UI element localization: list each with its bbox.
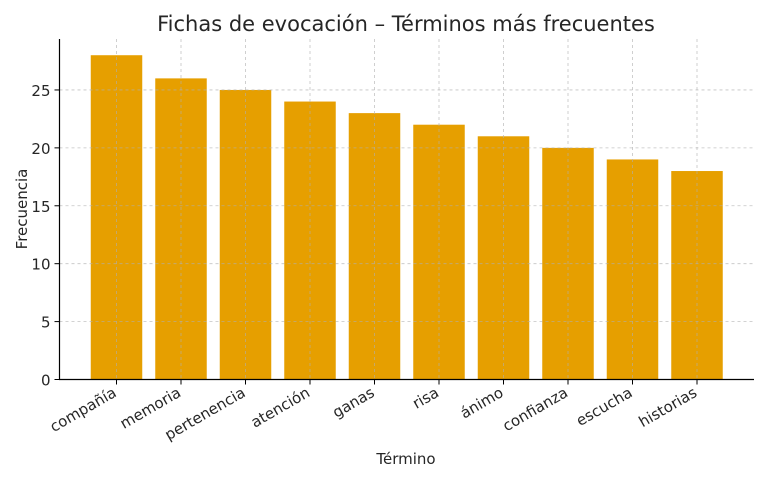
x-tick-label: confianza <box>500 383 571 435</box>
y-tick-label: 20 <box>31 140 50 158</box>
y-axis-label: Frecuencia <box>13 169 31 250</box>
x-axis-label: Término <box>375 450 435 468</box>
bars <box>90 55 723 380</box>
y-tick-label: 10 <box>31 256 50 274</box>
bar <box>90 55 143 380</box>
x-tick-label: atención <box>248 383 313 431</box>
x-tick-label: ánimo <box>457 383 506 422</box>
x-tick-label: historias <box>636 383 700 431</box>
x-tick-label: ganas <box>329 383 377 421</box>
y-tick-label: 5 <box>41 314 51 332</box>
y-tick-label: 25 <box>31 82 50 100</box>
y-tick-label: 0 <box>41 372 51 390</box>
x-tick-label: compañía <box>47 383 120 435</box>
axes <box>58 39 754 381</box>
y-tick-label: 15 <box>31 198 50 216</box>
x-tick-label: risa <box>409 383 442 412</box>
bar <box>219 89 272 380</box>
chart-title: Fichas de evocación – Términos más frecu… <box>157 12 655 36</box>
x-tick-label: escucha <box>573 383 635 429</box>
y-ticks: 0 5 10 15 20 25 <box>31 82 60 390</box>
